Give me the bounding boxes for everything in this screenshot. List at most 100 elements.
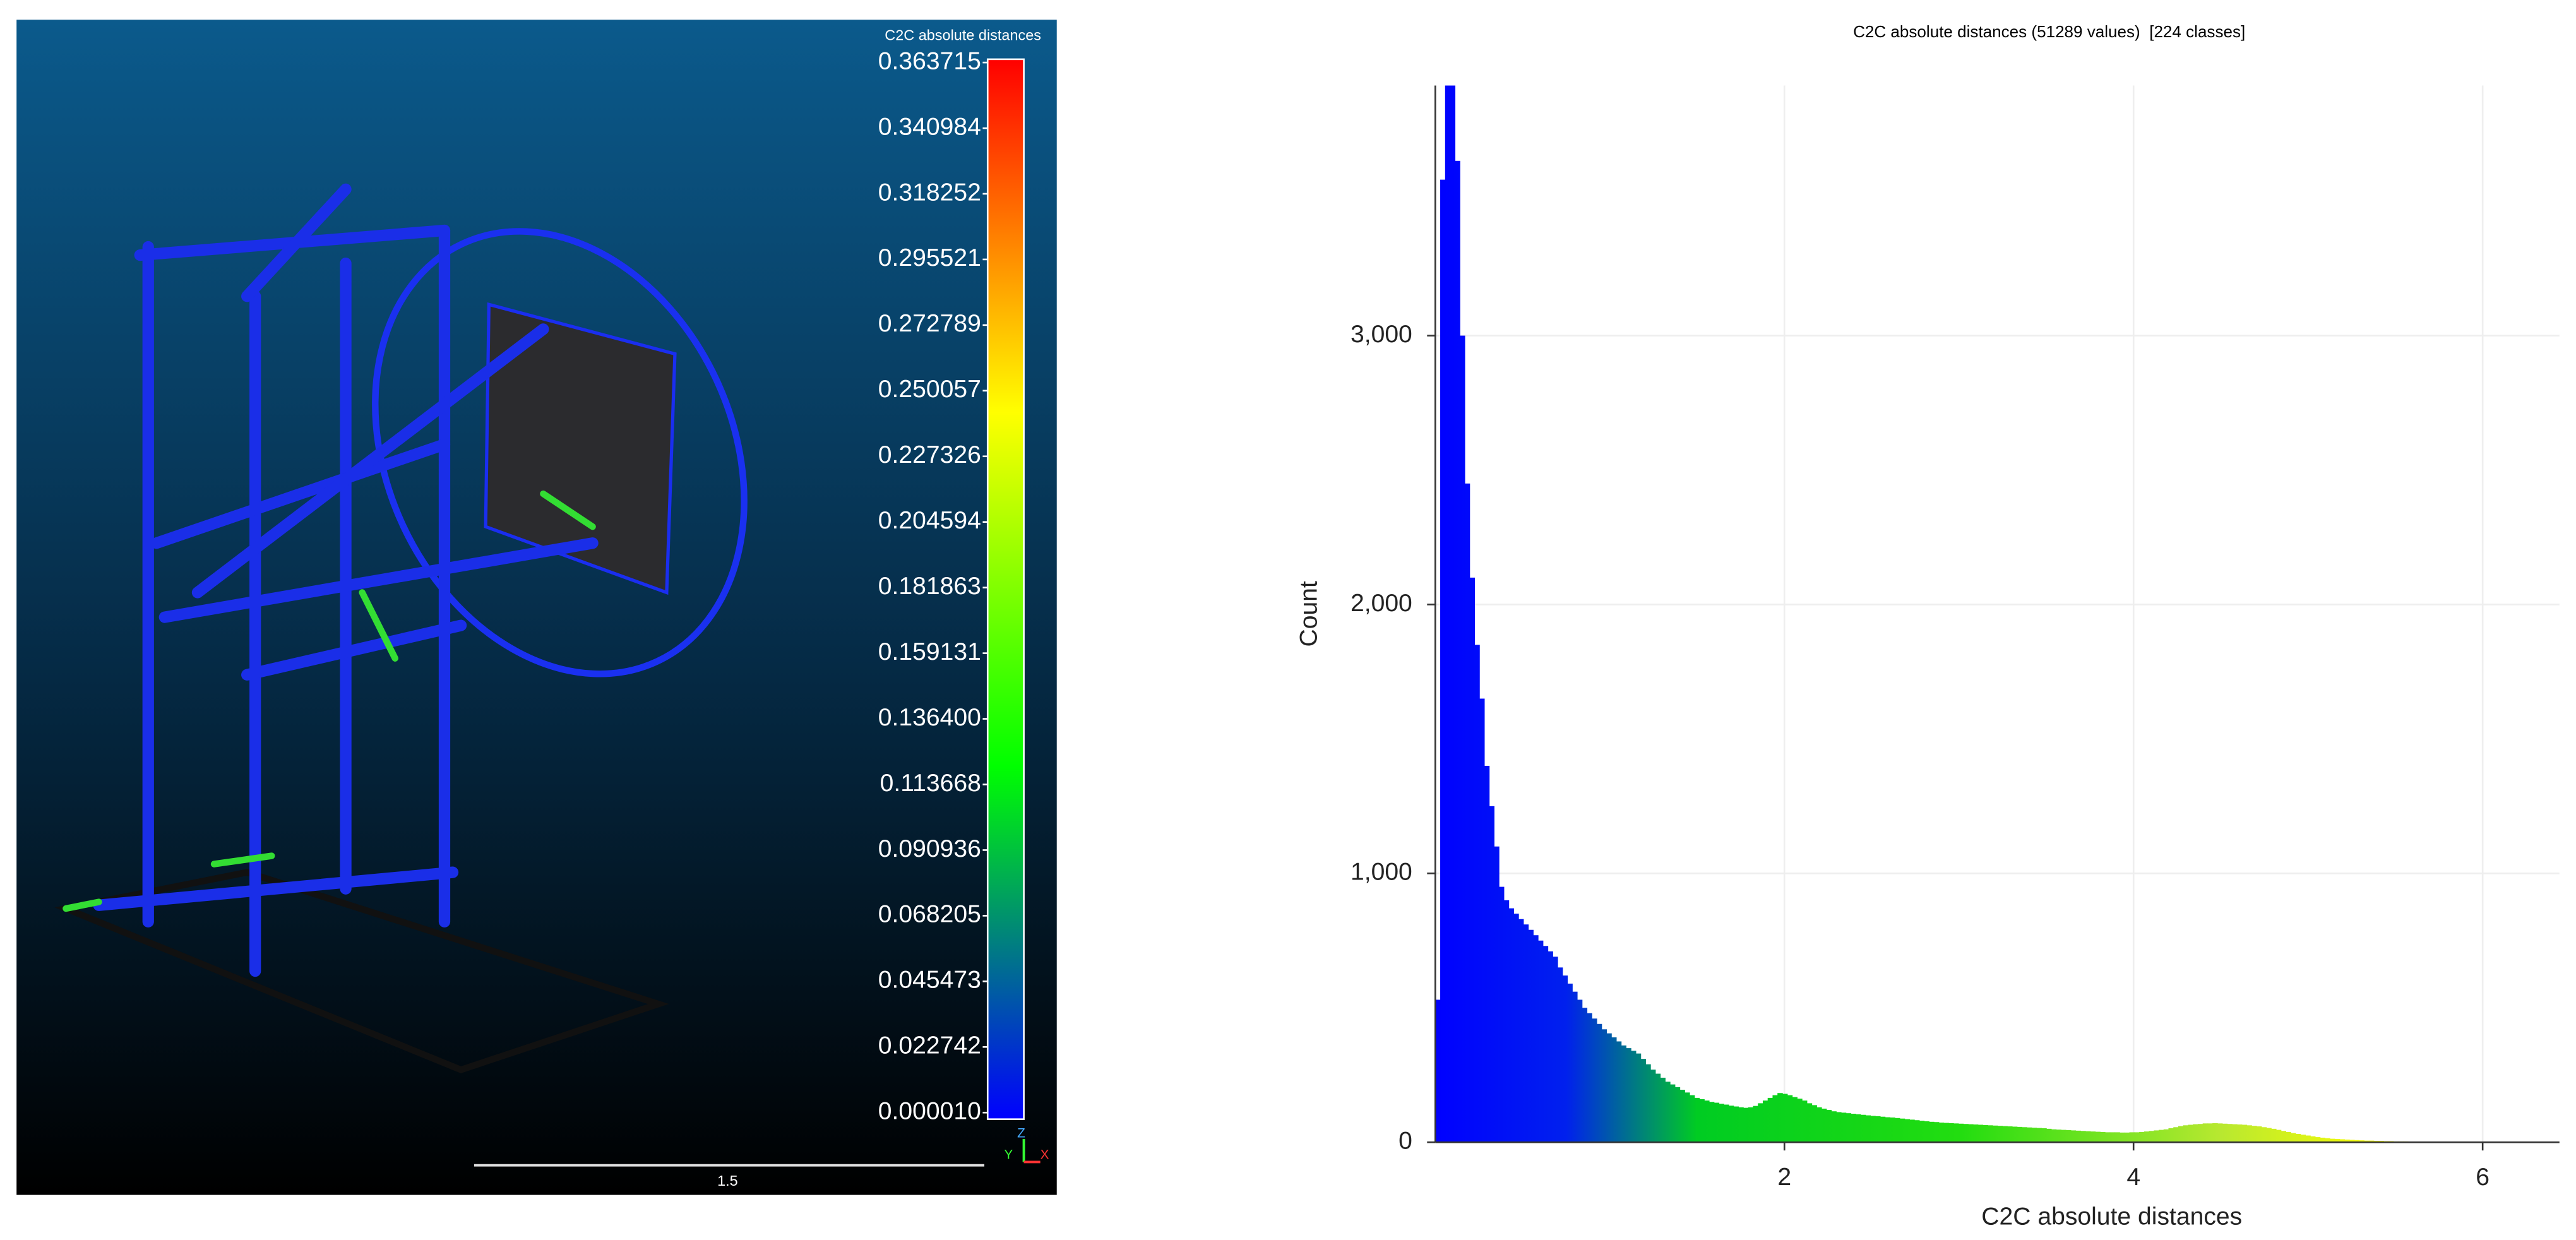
bar bbox=[2197, 1124, 2203, 1143]
scale-title: C2C absolute distances bbox=[885, 27, 1041, 44]
bar bbox=[1523, 924, 1529, 1143]
bar bbox=[1753, 1106, 1759, 1143]
bar bbox=[1567, 983, 1573, 1143]
bar bbox=[1885, 1117, 1891, 1143]
bar bbox=[2168, 1128, 2174, 1143]
bar bbox=[1542, 946, 1549, 1143]
bar bbox=[2359, 1140, 2364, 1143]
bar bbox=[1953, 1123, 1959, 1143]
scale-label: 0.295521 bbox=[878, 244, 981, 271]
bar bbox=[1992, 1125, 1998, 1143]
bar bbox=[2207, 1123, 2213, 1143]
bar bbox=[2100, 1131, 2106, 1143]
bar bbox=[1772, 1095, 1778, 1143]
bar bbox=[2109, 1132, 2116, 1143]
viewer: C2C absolute distances 1.5 Y Z X 0.36371… bbox=[16, 20, 1057, 1195]
bar bbox=[1513, 914, 1519, 1143]
bar bbox=[2217, 1123, 2223, 1143]
bar bbox=[1494, 846, 1500, 1143]
bar bbox=[1860, 1114, 1866, 1143]
y-tick-label: 3,000 bbox=[1351, 321, 1412, 348]
bar bbox=[1767, 1097, 1774, 1143]
bar bbox=[1899, 1118, 1905, 1143]
bar bbox=[1547, 951, 1553, 1143]
bar bbox=[1748, 1107, 1754, 1143]
bar bbox=[1685, 1092, 1690, 1143]
bar bbox=[1508, 908, 1514, 1143]
bar bbox=[1557, 967, 1563, 1143]
bar bbox=[1592, 1018, 1597, 1143]
bar bbox=[1988, 1125, 1993, 1143]
bar bbox=[2154, 1130, 2159, 1143]
scale-label: 0.045473 bbox=[878, 967, 981, 994]
dish bbox=[372, 228, 748, 677]
scale-label: 0.363715 bbox=[878, 47, 981, 75]
bar bbox=[1782, 1094, 1788, 1143]
bar bbox=[2349, 1140, 2355, 1143]
bar bbox=[2173, 1127, 2179, 1143]
scale-label: 0.340984 bbox=[878, 113, 981, 140]
bar bbox=[1865, 1115, 1871, 1143]
color-scale bbox=[986, 58, 1025, 1120]
bar bbox=[2149, 1131, 2155, 1143]
bar bbox=[1816, 1107, 1822, 1143]
scale-label: 0.250057 bbox=[878, 376, 981, 403]
bar bbox=[1616, 1041, 1622, 1143]
bar bbox=[1460, 335, 1465, 1143]
bar bbox=[2329, 1138, 2335, 1143]
bar bbox=[1606, 1033, 1612, 1143]
bar bbox=[1469, 577, 1476, 1143]
bar bbox=[1914, 1120, 1920, 1143]
bar bbox=[2129, 1132, 2135, 1143]
bar bbox=[1880, 1116, 1886, 1143]
bar bbox=[1621, 1045, 1627, 1143]
bar bbox=[1821, 1108, 1827, 1143]
bar bbox=[1708, 1102, 1715, 1143]
bar bbox=[1655, 1073, 1661, 1143]
bar bbox=[1924, 1121, 1929, 1143]
bar bbox=[1660, 1077, 1666, 1143]
x-tick-label: 4 bbox=[2126, 1164, 2140, 1191]
bar bbox=[1665, 1082, 1671, 1143]
bar bbox=[2227, 1124, 2233, 1143]
bar bbox=[2266, 1128, 2272, 1143]
bar bbox=[1484, 765, 1490, 1143]
bar bbox=[1694, 1097, 1700, 1143]
bar bbox=[2178, 1126, 2184, 1143]
bar bbox=[2095, 1131, 2101, 1143]
bar bbox=[1831, 1111, 1837, 1143]
bar bbox=[2139, 1131, 2145, 1143]
scale-label: 0.136400 bbox=[878, 704, 981, 731]
x-tick-label: 6 bbox=[2476, 1164, 2490, 1191]
bar bbox=[2022, 1127, 2027, 1143]
bar bbox=[1464, 483, 1470, 1143]
bar bbox=[2281, 1131, 2287, 1143]
bar bbox=[2017, 1126, 2023, 1143]
bar bbox=[2090, 1131, 2096, 1143]
base-frame bbox=[54, 869, 669, 1074]
scale-labels: 0.363715 0.340984 0.318252 0.295521 0.272789… bbox=[878, 47, 988, 1125]
bar bbox=[2159, 1130, 2164, 1143]
axis-label: Z bbox=[1017, 1126, 1025, 1141]
bar bbox=[2070, 1130, 2077, 1143]
bar bbox=[1528, 929, 1534, 1143]
bar bbox=[2046, 1128, 2052, 1143]
bar bbox=[1870, 1116, 1876, 1143]
scale-label: 0.113668 bbox=[880, 770, 981, 797]
bar bbox=[1724, 1104, 1729, 1143]
scale-label: 0.318252 bbox=[878, 179, 981, 206]
bar bbox=[1650, 1070, 1656, 1143]
highlights bbox=[63, 490, 596, 912]
bar bbox=[1714, 1102, 1720, 1143]
scale-label: 0.022742 bbox=[878, 1032, 981, 1059]
bar bbox=[1704, 1100, 1710, 1143]
bar bbox=[2246, 1125, 2252, 1143]
bar bbox=[1792, 1097, 1798, 1143]
bar bbox=[2031, 1128, 2037, 1143]
bar bbox=[2300, 1135, 2306, 1143]
bar bbox=[2212, 1123, 2218, 1143]
bar bbox=[2325, 1138, 2330, 1143]
bar bbox=[1479, 698, 1485, 1143]
bar bbox=[2339, 1139, 2345, 1143]
